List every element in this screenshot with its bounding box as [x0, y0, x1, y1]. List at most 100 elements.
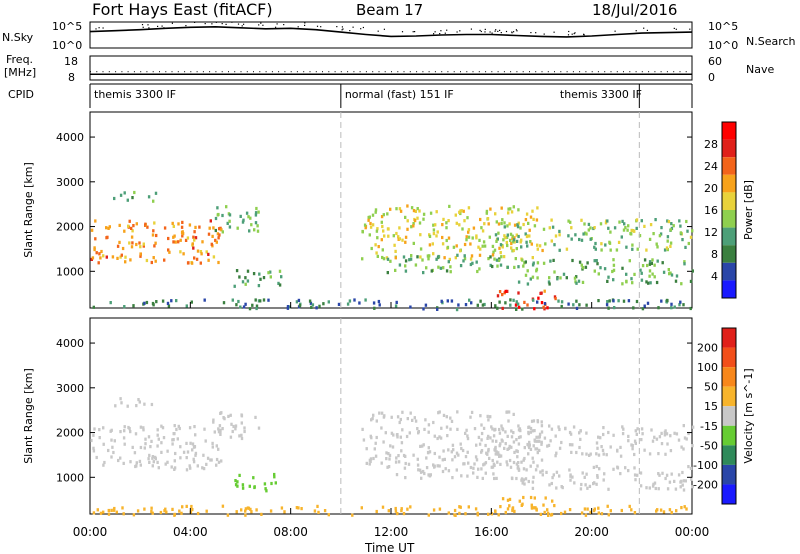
data-cell [601, 448, 605, 452]
nave-point [616, 71, 618, 73]
data-cell [593, 245, 596, 249]
data-cell [398, 263, 402, 267]
nave-point [184, 71, 186, 73]
data-cell [584, 483, 587, 487]
data-cell [570, 226, 573, 230]
data-cell [402, 512, 406, 516]
data-cell [154, 191, 158, 195]
nave-point [623, 71, 624, 73]
data-cell [421, 444, 424, 448]
data-cell [458, 223, 461, 227]
nsearch-point [320, 26, 322, 28]
data-cell [681, 238, 684, 242]
data-cell [470, 301, 473, 305]
data-cell [466, 437, 470, 441]
data-cell [529, 464, 532, 468]
data-cell [118, 223, 121, 227]
data-cell [119, 456, 122, 460]
data-cell [499, 462, 502, 466]
data-cell [240, 508, 243, 512]
nave-point [378, 71, 380, 73]
data-cell [165, 510, 168, 514]
data-cell [406, 219, 409, 223]
data-cell [167, 236, 170, 241]
data-cell [464, 303, 468, 307]
data-cell [249, 507, 252, 511]
data-cell [390, 431, 394, 435]
data-cell [255, 304, 259, 308]
data-cell [604, 221, 608, 225]
data-cell [606, 300, 609, 304]
nave-point [152, 71, 154, 73]
nsearch-point [241, 25, 243, 27]
data-cell [449, 265, 452, 269]
data-cell [161, 426, 165, 430]
data-cell [380, 461, 383, 465]
data-cell [427, 430, 430, 434]
data-cell [220, 459, 223, 463]
data-cell [406, 227, 409, 231]
data-cell [493, 248, 497, 252]
data-cell [541, 248, 544, 253]
data-cell [269, 509, 273, 513]
data-cell [98, 252, 101, 256]
data-cell [616, 449, 619, 453]
data-cell [626, 228, 629, 232]
data-cell [193, 238, 196, 242]
data-cell [519, 435, 522, 439]
data-cell [214, 238, 217, 242]
data-cell [119, 397, 122, 401]
data-cell [663, 248, 667, 252]
data-cell [583, 475, 586, 479]
data-cell [450, 419, 454, 423]
data-cell [484, 471, 487, 475]
colorbar-segment [722, 484, 736, 504]
data-cell [514, 303, 518, 307]
data-cell [529, 447, 533, 451]
data-cell [513, 223, 517, 227]
data-cell [98, 428, 101, 432]
nave-point [265, 71, 267, 73]
data-cell [666, 239, 669, 243]
data-cell [681, 483, 684, 487]
data-cell [404, 461, 407, 466]
data-cell [506, 507, 510, 511]
nave-point [365, 71, 367, 73]
colorbar-segment [722, 139, 736, 158]
data-cell [640, 271, 643, 275]
data-cell [106, 235, 109, 239]
data-cell [387, 452, 390, 456]
data-cell [541, 469, 544, 473]
data-cell [640, 219, 643, 223]
data-cell [242, 305, 246, 309]
data-cell [619, 454, 623, 458]
nave-point [409, 71, 411, 73]
nave-point [629, 71, 631, 73]
data-cell [218, 227, 221, 231]
data-cell [509, 207, 512, 211]
nsearch-point [553, 31, 555, 33]
data-cell [633, 439, 637, 443]
data-cell [381, 224, 384, 229]
data-cell [99, 256, 102, 260]
data-cell [412, 222, 415, 226]
data-cell [440, 426, 443, 430]
nsky-label: N.Sky [2, 31, 34, 44]
data-cell [221, 504, 225, 508]
data-cell [375, 419, 378, 423]
data-cell [627, 434, 630, 438]
data-cell [486, 436, 489, 440]
nave-point [165, 71, 167, 73]
data-cell [513, 265, 516, 269]
colorbar-segment [722, 280, 736, 298]
data-cell [94, 237, 97, 241]
data-cell [489, 207, 492, 211]
data-cell [542, 305, 545, 309]
data-cell [537, 296, 540, 300]
data-cell [236, 484, 239, 488]
data-cell [657, 452, 660, 456]
data-cell [478, 442, 482, 446]
data-cell [126, 404, 129, 408]
data-cell [524, 477, 528, 481]
data-cell [427, 473, 430, 477]
